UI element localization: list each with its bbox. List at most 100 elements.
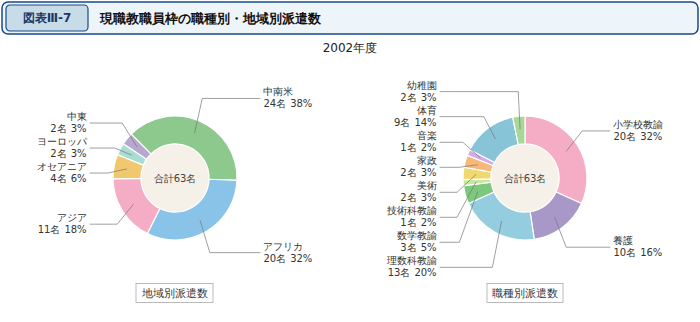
count-label: 9名: [394, 117, 410, 128]
count-label: 20名: [613, 131, 636, 142]
labels: 小学校教諭20名 32% 養護10名 16% 理数科教諭13名20% 数学教諭3名 5% 技術…: [386, 80, 664, 279]
title: 現職教職員枠の職種別・地域別派遣数: [99, 11, 322, 26]
category-label: 中南米: [263, 86, 293, 97]
data-label: 養護10名 16%: [613, 235, 662, 258]
leader-line: [566, 131, 610, 152]
data-label: 理数科教諭13名20%: [387, 255, 437, 278]
header: 図表Ⅲ-7 現職教職員枠の職種別・地域別派遣数: [2, 2, 698, 34]
percent-label: 6%: [71, 173, 87, 184]
count-label: 2名: [50, 123, 66, 134]
category-label: 理数科教諭: [387, 255, 437, 266]
count-label: 2名: [400, 92, 416, 103]
slices: [113, 116, 237, 240]
count-label: 1名: [400, 217, 416, 228]
leader-line: [440, 117, 496, 139]
data-label: 中東2名 3%: [50, 111, 86, 134]
chart-title-group: 地域別派遣数: [136, 284, 213, 303]
data-label: 中南米24名 38%: [263, 86, 312, 109]
donut-center: [142, 145, 209, 212]
count-label: 24名: [263, 98, 286, 109]
category-label: アジア: [57, 212, 87, 223]
leader-line: [440, 142, 481, 158]
percent-label: 18%: [64, 224, 86, 235]
category-label: 体育: [417, 105, 437, 116]
leader-line: [90, 148, 132, 155]
data-label: 数学教諭3名 5%: [397, 230, 437, 253]
percent-label: 5%: [421, 242, 437, 253]
data-label: アジア11名18%: [38, 212, 87, 235]
data-label: 体育 9名 14%: [394, 105, 437, 128]
percent-label: 3%: [421, 192, 437, 203]
percent-label: 32%: [290, 253, 312, 264]
percent-label: 2%: [421, 217, 437, 228]
category-label: ヨーロッパ: [37, 136, 88, 147]
percent-label: 20%: [414, 267, 436, 278]
donut-center: [492, 145, 559, 212]
data-label: ヨーロッパ2名 3%: [37, 136, 88, 159]
chart-title-group: 職種別派遣数: [487, 284, 563, 303]
percent-label: 3%: [71, 123, 87, 134]
category-label: アフリカ: [263, 241, 303, 252]
chart-root: 図表Ⅲ-7 現職教職員枠の職種別・地域別派遣数 2002年度合計63名 中南米24名 3…: [0, 0, 700, 322]
count-label: 13名: [388, 267, 411, 278]
header-label-box: [6, 5, 88, 31]
category-label: 幼稚園: [407, 80, 437, 91]
count-label: 2名: [400, 192, 416, 203]
leader-line: [440, 165, 478, 168]
leader-line: [195, 98, 261, 133]
data-label: 美術2名 3%: [400, 180, 436, 203]
category-label: 小学校教諭: [613, 119, 663, 130]
category-label: 家政: [417, 155, 437, 166]
percent-label: 3%: [71, 148, 87, 159]
percent-label: 3%: [421, 167, 437, 178]
data-label: アフリカ20名 32%: [263, 241, 312, 264]
leader-line: [440, 92, 521, 130]
donut-chart: 合計63名: [463, 116, 587, 240]
subtitle: 2002年度: [323, 41, 378, 55]
leader-line: [440, 182, 477, 218]
leader-line: [440, 174, 477, 192]
category-label: 音楽: [417, 130, 437, 141]
count-label: 11名: [38, 224, 61, 235]
data-label: 技術科教諭1名 2%: [386, 205, 437, 228]
chart-title: 地域別派遣数: [141, 287, 208, 300]
percent-label: 16%: [640, 247, 662, 258]
percent-label: 32%: [640, 131, 662, 142]
chart-title-box: [136, 284, 213, 303]
data-label: 音楽1名 2%: [400, 130, 436, 153]
category-label: 中東: [67, 111, 87, 122]
leader-line: [200, 220, 260, 253]
count-label: 10名: [613, 247, 636, 258]
chart-title: 職種別派遣数: [492, 287, 558, 300]
count-label: 1名: [400, 142, 416, 153]
data-label: 家政2名 3%: [400, 155, 436, 178]
data-label: 小学校教諭20名 32%: [613, 119, 663, 142]
leader-line: [90, 204, 134, 224]
leader-line: [90, 169, 127, 173]
category-label: 数学教諭: [397, 230, 437, 241]
leader-line: [440, 221, 502, 267]
count-label: 4名: [50, 173, 66, 184]
count-label: 20名: [263, 253, 286, 264]
count-label: 2名: [50, 148, 66, 159]
percent-label: 2%: [421, 142, 437, 153]
donut-chart: 合計63名: [113, 116, 237, 240]
category-label: 技術科教諭: [386, 205, 437, 216]
leader-line: [90, 123, 137, 147]
category-label: 美術: [417, 180, 437, 191]
category-label: オセアニア: [37, 161, 87, 172]
percent-label: 14%: [414, 117, 436, 128]
slices: [463, 116, 587, 240]
count-label: 3名: [400, 242, 416, 253]
header-label: 図表Ⅲ-7: [23, 11, 72, 25]
data-label: オセアニア4名 6%: [37, 161, 87, 184]
percent-label: 3%: [421, 92, 437, 103]
percent-label: 38%: [290, 98, 312, 109]
chart-title-box: [487, 284, 563, 303]
leader-line: [440, 191, 478, 242]
category-label: 養護: [613, 235, 633, 246]
count-label: 2名: [400, 167, 416, 178]
data-label: 幼稚園2名 3%: [400, 80, 436, 103]
leader-line: [555, 217, 611, 247]
slice: [513, 116, 525, 145]
